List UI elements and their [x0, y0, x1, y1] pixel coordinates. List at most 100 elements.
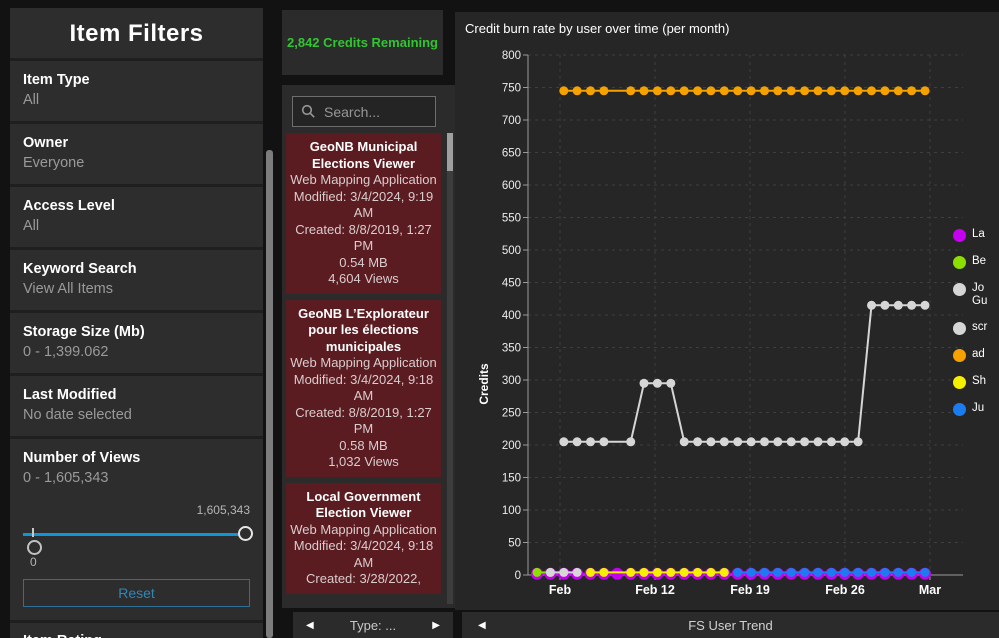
filter-label: Storage Size (Mb) — [23, 324, 145, 340]
filter-owner[interactable]: Owner Everyone — [10, 121, 263, 184]
legend-item[interactable]: scr — [953, 321, 999, 335]
filter-item-rating[interactable]: Item Rating — [10, 620, 263, 638]
filter-value: Everyone — [23, 155, 85, 171]
svg-text:Feb 19: Feb 19 — [730, 583, 770, 597]
svg-text:100: 100 — [502, 505, 521, 517]
item-card[interactable]: GeoNB L’Explorateur pour les élections m… — [286, 299, 441, 477]
svg-text:400: 400 — [502, 310, 521, 322]
item-filters-panel: Item Filters Item Type All Owner Everyon… — [10, 8, 263, 638]
credits-remaining-panel: 2,842 Credits Remaining — [282, 10, 443, 75]
slider-handle-max[interactable] — [238, 526, 253, 541]
filter-label: Last Modified — [23, 387, 117, 403]
legend-label: ad — [972, 348, 985, 360]
svg-text:150: 150 — [502, 473, 521, 485]
legend-label: Jo Gu — [972, 282, 988, 307]
svg-text:450: 450 — [502, 278, 521, 290]
filter-label: Keyword Search — [23, 261, 137, 277]
legend-item[interactable]: Jo Gu — [953, 282, 999, 308]
item-views: 4,604 Views — [328, 271, 399, 286]
filter-last-modified[interactable]: Last Modified No date selected — [10, 373, 263, 436]
pager-label: Type: ... — [349, 617, 397, 633]
item-size: 0.58 MB — [339, 437, 388, 453]
svg-text:50: 50 — [508, 538, 521, 550]
legend-label: Sh — [972, 375, 987, 387]
legend-color-icon — [953, 349, 966, 362]
item-modified: Modified: 3/4/2024, 9:18 AM — [293, 371, 434, 404]
svg-text:250: 250 — [502, 408, 521, 420]
filter-storage-size[interactable]: Storage Size (Mb) 0 - 1,399.062 — [10, 310, 263, 373]
filter-value: All — [23, 218, 40, 234]
legend-color-icon — [953, 256, 966, 269]
slider-min-label: 0 — [30, 555, 37, 569]
svg-text:300: 300 — [502, 375, 521, 387]
filter-value: View All Items — [23, 281, 113, 297]
chart-panel: Credit burn rate by user over time (per … — [455, 12, 999, 610]
item-modified: Modified: 3/4/2024, 9:19 AM — [293, 188, 434, 221]
list-scrollbar[interactable] — [447, 133, 453, 604]
legend-color-icon — [953, 403, 966, 416]
svg-text:550: 550 — [502, 213, 521, 225]
filter-access-level[interactable]: Access Level All — [10, 184, 263, 247]
svg-text:500: 500 — [502, 245, 521, 257]
svg-text:650: 650 — [502, 148, 521, 160]
slider-handle-min[interactable] — [27, 540, 42, 555]
svg-text:0: 0 — [515, 570, 521, 582]
filter-item-type[interactable]: Item Type All — [10, 58, 263, 121]
credits-remaining-text: 2,842 Credits Remaining — [287, 35, 438, 50]
pager-prev-icon[interactable]: ◀ — [306, 619, 314, 631]
svg-text:Credits: Credits — [477, 363, 491, 405]
item-cards-list: GeoNB Municipal Elections Viewer Web Map… — [282, 133, 455, 604]
slider-max-label: 1,605,343 — [196, 503, 250, 517]
item-type: Web Mapping Application — [290, 172, 437, 187]
list-scrollbar-thumb[interactable] — [447, 133, 453, 171]
search-icon — [301, 104, 315, 118]
item-type: Web Mapping Application — [290, 355, 437, 370]
reset-button[interactable]: Reset — [23, 579, 250, 607]
item-created: Created: 3/28/2022, — [306, 571, 421, 586]
svg-text:Feb 12: Feb 12 — [635, 583, 675, 597]
item-created: Created: 8/8/2019, 1:27 PM — [295, 404, 432, 437]
search-box — [292, 96, 436, 127]
chart-footer-label: FS User Trend — [688, 617, 773, 633]
chart-footer-prev-icon[interactable]: ◀ — [478, 619, 486, 631]
legend-color-icon — [953, 376, 966, 389]
legend-color-icon — [953, 283, 966, 296]
item-card[interactable]: GeoNB Municipal Elections Viewer Web Map… — [286, 133, 441, 294]
item-modified: Modified: 3/4/2024, 9:18 AM — [293, 538, 434, 570]
svg-text:Feb 26: Feb 26 — [825, 583, 865, 597]
legend-label: La — [972, 228, 985, 240]
views-range-slider: 1,605,343 0 — [23, 499, 253, 573]
filter-label: Item Rating — [23, 633, 250, 638]
filter-value: 0 - 1,605,343 — [23, 470, 109, 486]
legend-item[interactable]: Be — [953, 255, 999, 269]
pager-next-icon[interactable]: ▶ — [432, 619, 440, 631]
filter-label: Number of Views — [23, 450, 141, 466]
svg-text:Feb: Feb — [549, 583, 572, 597]
chart-title: Credit burn rate by user over time (per … — [465, 21, 730, 36]
sidebar-scrollbar[interactable] — [266, 150, 273, 638]
legend-item[interactable]: ad — [953, 348, 999, 362]
item-size: 0.54 MB — [339, 254, 388, 270]
legend-item[interactable]: Sh — [953, 375, 999, 389]
item-type: Web Mapping Application — [290, 521, 437, 537]
item-card[interactable]: Local Government Election Viewer Web Map… — [286, 482, 441, 594]
slider-track[interactable] — [23, 533, 248, 536]
type-pager-bar: ◀ Type: ... ▶ — [293, 612, 453, 638]
item-list-panel: GeoNB Municipal Elections Viewer Web Map… — [282, 85, 455, 608]
legend-label: Be — [972, 255, 987, 267]
svg-text:600: 600 — [502, 180, 521, 192]
legend-item[interactable]: Ju — [953, 402, 999, 416]
svg-text:200: 200 — [502, 440, 521, 452]
search-input[interactable] — [324, 103, 427, 120]
legend-color-icon — [953, 229, 966, 242]
legend-item[interactable]: La — [953, 228, 999, 242]
item-created: Created: 8/8/2019, 1:27 PM — [295, 221, 432, 254]
chart-footer-bar: ◀ FS User Trend — [462, 612, 999, 638]
filter-value: 0 - 1,399.062 — [23, 344, 109, 360]
slider-tick — [32, 528, 34, 537]
filter-number-of-views[interactable]: Number of Views 0 - 1,605,343 — [10, 436, 263, 499]
chart-canvas: 0 50 100 150 200 250 300 350 400 450 500 550 600 650 7… — [477, 50, 963, 597]
legend-label: scr — [972, 321, 988, 333]
filter-keyword-search[interactable]: Keyword Search View All Items — [10, 247, 263, 310]
item-title: GeoNB L’Explorateur pour les élections m… — [298, 305, 429, 354]
